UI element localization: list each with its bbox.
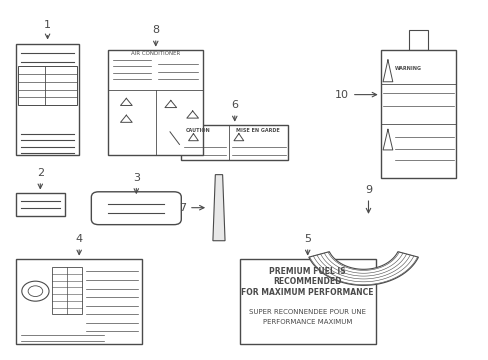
Text: RECOMMENDED: RECOMMENDED <box>273 277 341 286</box>
Text: 10: 10 <box>334 90 376 100</box>
Text: FOR MAXIMUM PERFORMANCE: FOR MAXIMUM PERFORMANCE <box>241 288 373 297</box>
Bar <box>16 193 64 216</box>
Text: 9: 9 <box>364 185 371 213</box>
Bar <box>239 258 375 344</box>
Circle shape <box>22 281 49 301</box>
Text: 1: 1 <box>44 20 51 39</box>
Text: 2: 2 <box>37 168 44 189</box>
Bar <box>16 258 142 344</box>
Text: 4: 4 <box>76 234 82 255</box>
Polygon shape <box>212 175 224 241</box>
FancyBboxPatch shape <box>91 192 181 225</box>
Bar <box>181 125 287 160</box>
Text: PERFORMANCE MAXIMUM: PERFORMANCE MAXIMUM <box>263 319 352 325</box>
Text: SUPER RECONNENDEE POUR UNE: SUPER RECONNENDEE POUR UNE <box>249 309 366 315</box>
Bar <box>16 44 79 155</box>
Text: WARNING: WARNING <box>394 66 421 71</box>
Text: 5: 5 <box>304 234 310 255</box>
Polygon shape <box>308 252 418 285</box>
Text: CAUTION: CAUTION <box>186 129 210 134</box>
Circle shape <box>28 286 42 297</box>
Bar <box>108 50 203 155</box>
Text: AIR CONDITIONER: AIR CONDITIONER <box>131 51 180 57</box>
Bar <box>19 66 77 105</box>
Bar <box>380 50 455 178</box>
Bar <box>408 30 427 50</box>
Text: MISE EN GARDE: MISE EN GARDE <box>236 129 280 134</box>
Text: 6: 6 <box>231 100 238 121</box>
Text: 3: 3 <box>133 173 140 193</box>
Text: 7: 7 <box>179 203 203 213</box>
Text: PREMIUM FUEL IS: PREMIUM FUEL IS <box>269 267 346 276</box>
Text: 8: 8 <box>152 25 159 46</box>
Bar <box>52 267 81 314</box>
